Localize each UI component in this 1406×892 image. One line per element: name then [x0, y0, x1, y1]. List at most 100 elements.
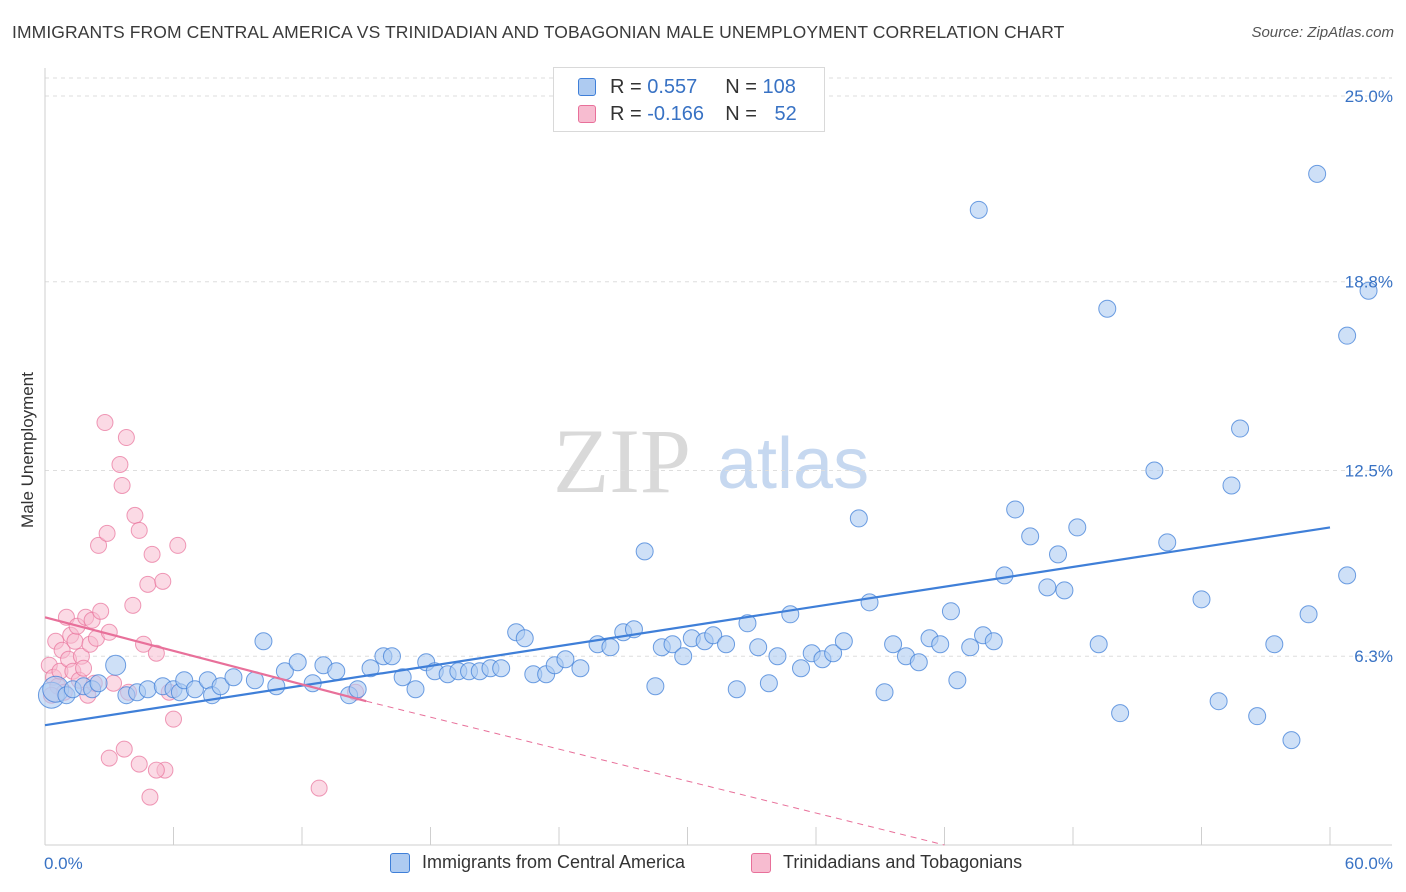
x-tick-label-0: 0.0%	[44, 854, 83, 873]
point-central-america-102	[1231, 419, 1250, 438]
point-central-america-108	[1338, 566, 1357, 585]
bottom-legend-swatch-blue	[390, 852, 410, 873]
point-central-america-61	[704, 626, 723, 645]
point-central-america-32	[382, 647, 401, 666]
point-central-america-106	[1299, 605, 1318, 624]
point-central-america-93	[1068, 518, 1087, 537]
point-trinidadian-33	[126, 506, 144, 524]
point-central-america-72	[824, 644, 843, 663]
point-trinidadian-37	[143, 545, 161, 563]
point-central-america-77	[884, 635, 903, 654]
bottom-legend-trinidadian[interactable]: Trinidadians and Tobagonians	[751, 852, 1022, 873]
point-central-america-10	[138, 680, 157, 699]
point-central-america-88	[1006, 500, 1025, 519]
point-central-america-87	[995, 566, 1014, 585]
y-tick-label-0: 6.3%	[1354, 647, 1393, 666]
point-central-america-19	[224, 668, 243, 687]
point-trinidadian-11	[66, 632, 84, 650]
point-central-america-7	[105, 654, 127, 676]
point-central-america-92	[1055, 581, 1074, 600]
point-trinidadian-47	[141, 788, 159, 806]
watermark: ZIP atlas	[553, 410, 869, 512]
point-central-america-91	[1049, 545, 1068, 564]
legend-r-label: R =	[610, 75, 648, 98]
legend-r-label: R =	[610, 102, 648, 125]
point-central-america-111	[969, 200, 988, 219]
point-central-america-97	[1145, 461, 1164, 480]
legend-n-label: N =	[725, 102, 763, 125]
y-tick-label-3: 25.0%	[1345, 87, 1393, 106]
point-central-america-83	[948, 671, 967, 690]
point-central-america-49	[571, 659, 590, 678]
point-trinidadian-44	[100, 749, 118, 767]
bottom-legend-label-trinidadian: Trinidadians and Tobagonians	[783, 852, 1023, 872]
point-central-america-94	[1089, 635, 1108, 654]
point-trinidadian-50	[310, 779, 328, 797]
point-central-america-100	[1209, 692, 1228, 711]
point-central-america-81	[931, 635, 950, 654]
point-central-america-33	[393, 668, 412, 687]
point-central-america-58	[674, 647, 693, 666]
point-central-america-51	[601, 638, 620, 657]
point-central-america-21	[254, 632, 273, 651]
legend-n-value-2: 52	[774, 102, 797, 125]
y-tick-label-1: 12.5%	[1345, 461, 1393, 480]
point-trinidadian-23	[92, 602, 110, 620]
point-central-america-27	[327, 662, 346, 681]
point-central-america-104	[1265, 635, 1284, 654]
y-tick-label-2: 18.8%	[1345, 273, 1393, 292]
point-central-america-57	[663, 635, 682, 654]
point-trinidadian-42	[165, 710, 182, 728]
bottom-legend-central-america[interactable]: Immigrants from Central America	[390, 852, 685, 873]
trendline-central-america	[44, 526, 1331, 727]
point-central-america-64	[738, 614, 757, 633]
point-trinidadian-48	[147, 761, 165, 779]
point-central-america-68	[781, 605, 800, 624]
point-central-america-69	[792, 659, 811, 678]
point-central-america-76	[875, 683, 894, 702]
legend-row-trinidadian: R = -0.166 N = 52	[578, 101, 797, 127]
point-central-america-65	[749, 638, 768, 657]
point-central-america-48	[556, 650, 575, 669]
chart-title: IMMIGRANTS FROM CENTRAL AMERICA VS TRINI…	[12, 22, 1065, 42]
legend-swatch-blue	[578, 78, 596, 96]
point-trinidadian-36	[139, 575, 157, 593]
point-central-america-82	[941, 602, 960, 621]
point-trinidadian-24	[96, 414, 114, 432]
point-central-america-15	[185, 680, 204, 699]
point-trinidadian-32	[124, 596, 142, 614]
point-central-america-42	[492, 659, 511, 678]
watermark-zip: ZIP	[553, 410, 691, 512]
point-central-america-55	[646, 677, 665, 696]
axes	[44, 68, 1392, 846]
point-trinidadian-29	[113, 476, 131, 494]
point-central-america-66	[759, 674, 778, 693]
point-central-america-67	[768, 647, 787, 666]
point-trinidadian-43	[169, 536, 187, 554]
point-central-america-34	[406, 680, 425, 699]
legend-r-value-1: 0.557	[647, 75, 698, 98]
point-central-america-63	[727, 680, 746, 699]
point-trinidadian-28	[111, 455, 129, 473]
point-central-america-101	[1222, 476, 1241, 495]
point-trinidadian-34	[130, 521, 148, 539]
legend-n-value-1: 108	[762, 75, 796, 98]
point-central-america-79	[909, 653, 928, 672]
trendline-trinidadian	[44, 616, 367, 703]
point-trinidadian-30	[117, 429, 135, 447]
point-central-america-107	[1308, 164, 1327, 183]
legend-swatch-pink	[578, 105, 596, 123]
legend-row-central-america: R = 0.557 N = 108	[578, 74, 796, 100]
x-tick-label-1: 60.0%	[1345, 854, 1393, 873]
point-trinidadian-27	[105, 674, 123, 692]
legend-n-label: N =	[725, 75, 763, 98]
point-central-america-44	[515, 629, 534, 648]
point-central-america-98	[1158, 533, 1177, 552]
tick-labels: 6.3% 12.5% 18.8% 25.0% 0.0% 60.0%	[44, 87, 1393, 873]
point-central-america-86	[984, 632, 1003, 651]
point-central-america-29	[348, 680, 367, 699]
point-central-america-89	[1021, 527, 1040, 546]
point-central-america-109	[1338, 326, 1357, 345]
y-axis-label: Male Unemployment	[18, 372, 37, 528]
